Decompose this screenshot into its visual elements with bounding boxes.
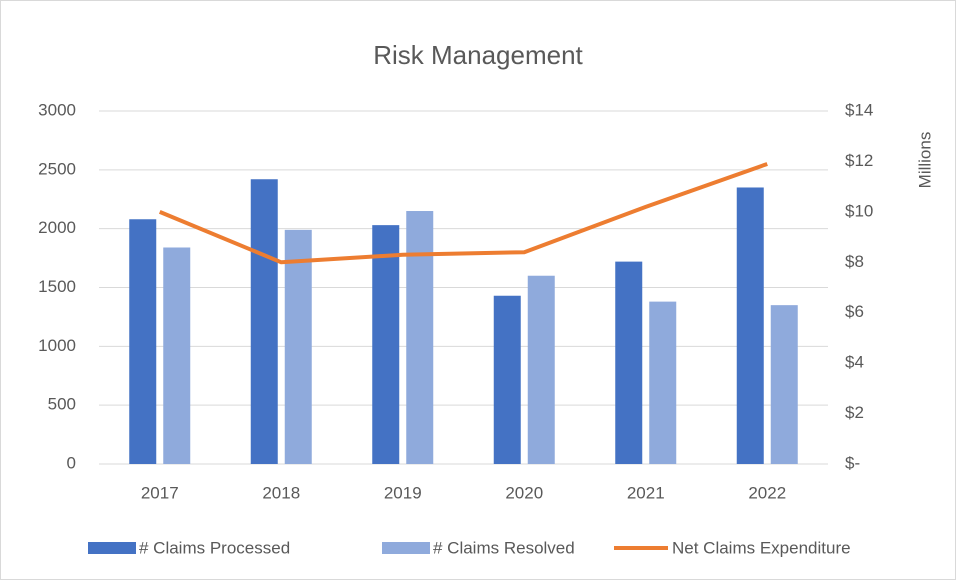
bar [615,261,643,464]
y-tick-label: 2500 [38,159,76,178]
y2-tick-label: $4 [845,353,864,372]
bar [406,211,434,464]
line [158,162,768,265]
bar [129,219,157,464]
x-tick-label: 2017 [141,483,179,502]
bar [372,225,400,464]
y2-tick-label: $10 [845,201,873,220]
x-tick-label: 2022 [748,483,786,502]
bar [163,247,191,464]
x-tick-label: 2018 [262,483,300,502]
bar [250,179,278,464]
y-tick-label: 3000 [38,100,76,119]
bar [736,187,764,464]
legend-label: # Claims Processed [139,538,290,557]
y2-tick-label: $2 [845,403,864,422]
y-tick-label: 1500 [38,277,76,296]
y2-tick-label: $8 [845,252,864,271]
legend-label: Net Claims Expenditure [672,538,851,557]
bar [284,229,312,464]
y2-tick-label: $14 [845,100,873,119]
y2-tick-label: $- [845,453,860,472]
y-tick-label: 500 [48,395,76,414]
x-tick-label: 2019 [384,483,422,502]
legend-swatch [382,542,430,554]
x-tick-label: 2020 [505,483,543,502]
y2-tick-label: $6 [845,302,864,321]
legend-swatch [88,542,136,554]
bar [493,295,521,464]
y-tick-label: 1000 [38,336,76,355]
y2-axis-title: Millions [915,132,934,189]
y-tick-label: 2000 [38,218,76,237]
chart-title: Risk Management [373,40,583,70]
y2-tick-label: $12 [845,151,873,170]
bar [649,301,677,464]
bar [527,275,555,464]
x-tick-label: 2021 [627,483,665,502]
y-tick-label: 0 [67,453,76,472]
bar [770,305,798,464]
legend-label: # Claims Resolved [433,538,575,557]
